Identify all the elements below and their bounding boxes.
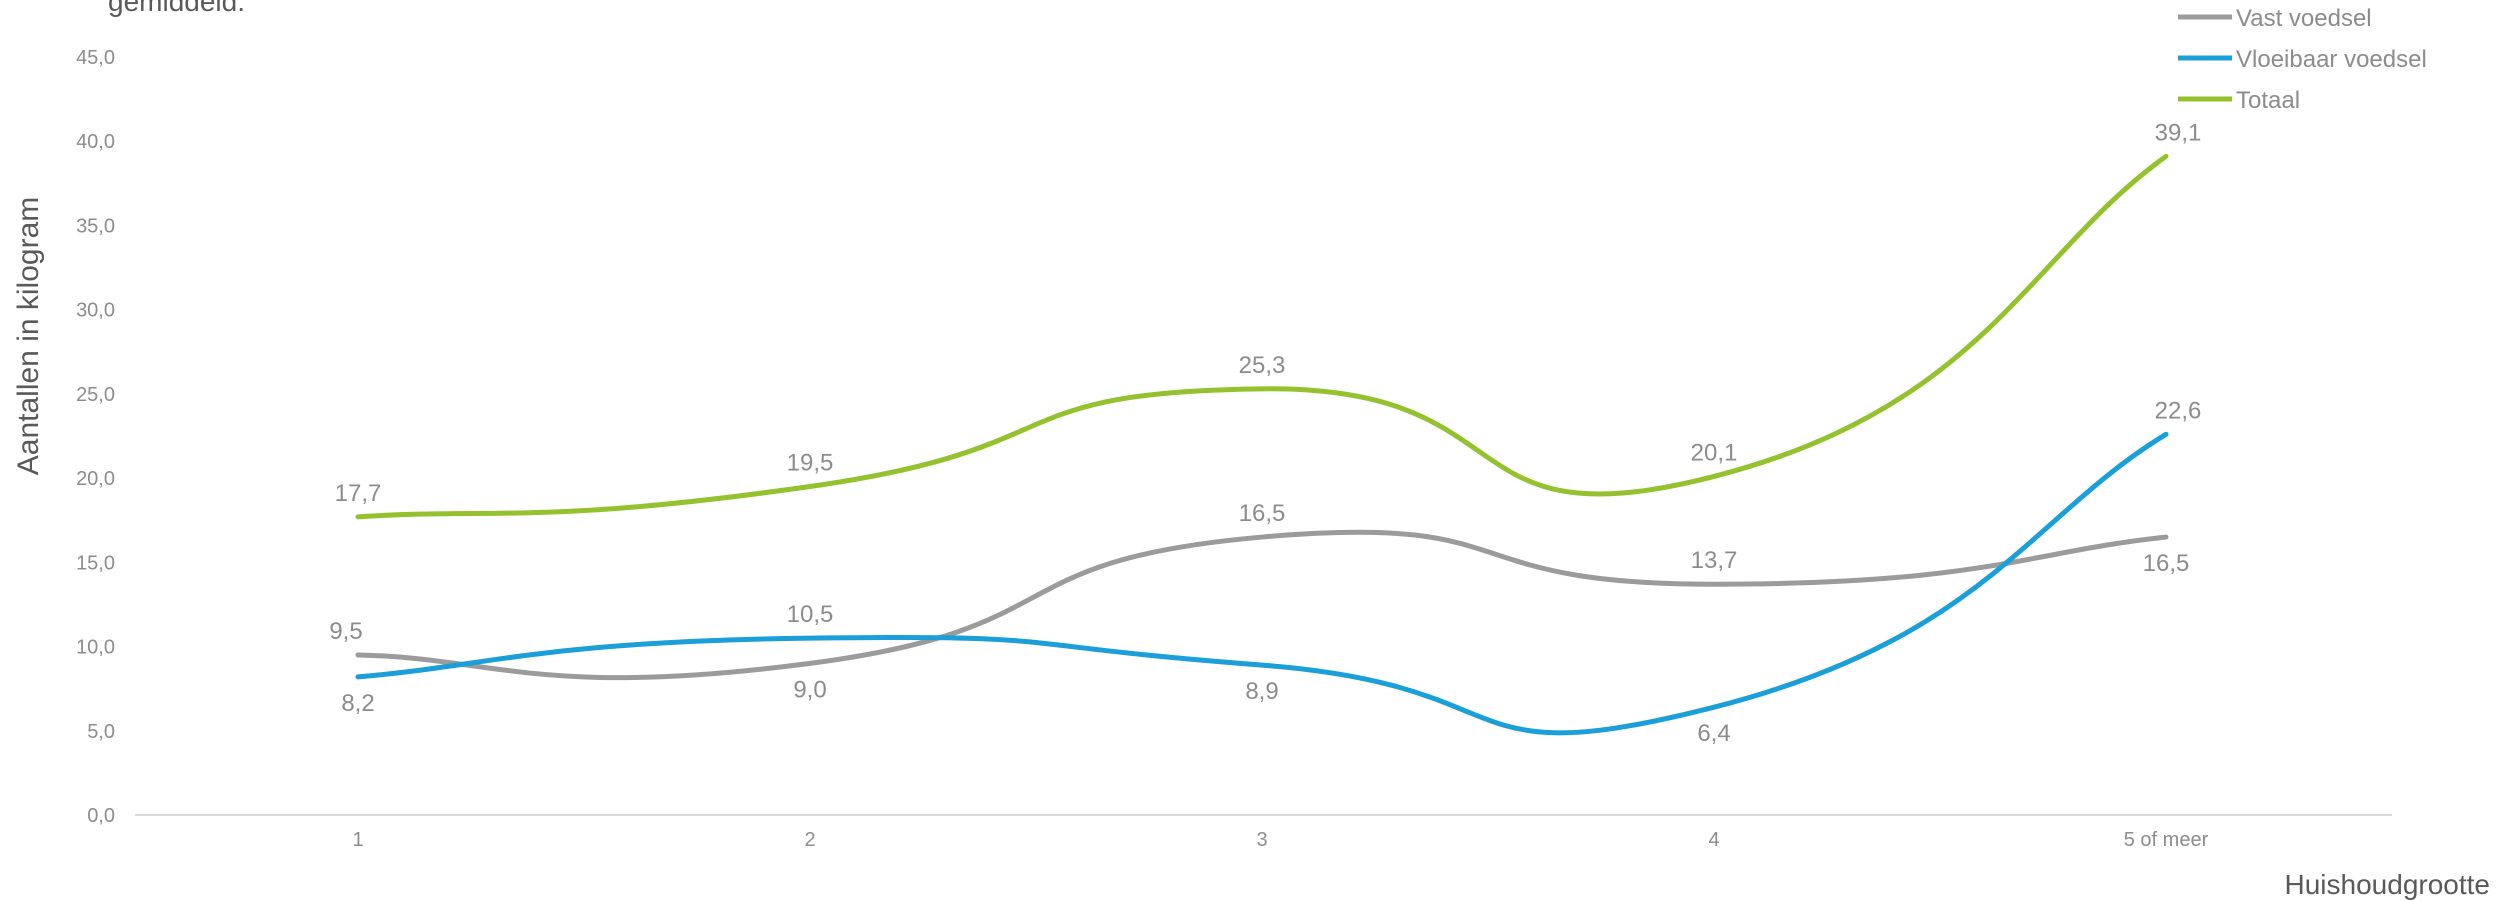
data-label: 10,5 (787, 601, 834, 628)
x-tick-label: 3 (1256, 829, 1267, 851)
y-tick-label: 15,0 (76, 552, 115, 574)
y-tick-label: 20,0 (76, 468, 115, 490)
data-labels: 9,5 9,0 16,5 13,7 16,5 8,2 10,5 8,9 6,4 22,6 17,7 1… (329, 119, 2201, 747)
data-label: 25,3 (1239, 352, 1286, 379)
data-label: 8,9 (1245, 678, 1278, 705)
y-tick-label: 40,0 (76, 131, 115, 153)
x-tick-label: 1 (352, 829, 363, 851)
data-label: 17,7 (335, 480, 382, 507)
x-axis: 1 2 3 4 5 of meer Huishoudgrootte (135, 814, 2490, 900)
data-label: 9,0 (793, 676, 826, 703)
y-tick-label: 45,0 (76, 47, 115, 69)
legend: Vast voedsel Vloeibaar voedsel Totaal (2178, 5, 2427, 114)
data-label: 19,5 (787, 450, 834, 477)
legend-label: Vast voedsel (2236, 5, 2372, 32)
chart-subtitle: gemiddeld. (108, 0, 245, 17)
y-axis-title: Aantallen in kilogram (12, 197, 45, 475)
legend-label: Totaal (2236, 87, 2300, 114)
x-axis-title: Huishoudgrootte (2285, 869, 2490, 900)
x-tick-label: 5 of meer (2124, 829, 2209, 851)
y-tick-label: 5,0 (87, 721, 115, 743)
y-tick-label: 35,0 (76, 215, 115, 237)
y-tick-label: 10,0 (76, 637, 115, 659)
y-tick-label: 0,0 (87, 805, 115, 827)
y-tick-label: 25,0 (76, 384, 115, 406)
series-line-3 (355, 153, 2169, 520)
data-label: 9,5 (329, 618, 362, 645)
data-label: 39,1 (2155, 119, 2202, 146)
data-label: 16,5 (2143, 550, 2190, 577)
data-label: 22,6 (2155, 397, 2202, 424)
data-label: 16,5 (1239, 500, 1286, 527)
x-tick-label: 2 (804, 829, 815, 851)
data-label: 8,2 (341, 690, 374, 717)
data-label: 13,7 (1691, 547, 1738, 574)
legend-label: Vloeibaar voedsel (2236, 46, 2427, 73)
series-line-1 (355, 529, 2169, 681)
y-axis: 0,0 5,0 10,0 15,0 20,0 25,0 30,0 35,0 40,0 45,0 Aa… (12, 47, 115, 827)
series-lines (355, 153, 2169, 736)
series-line-2 (355, 431, 2169, 736)
data-label: 20,1 (1691, 439, 1738, 466)
y-tick-label: 30,0 (76, 300, 115, 322)
x-tick-label: 4 (1708, 829, 1719, 851)
data-label: 6,4 (1697, 720, 1730, 747)
